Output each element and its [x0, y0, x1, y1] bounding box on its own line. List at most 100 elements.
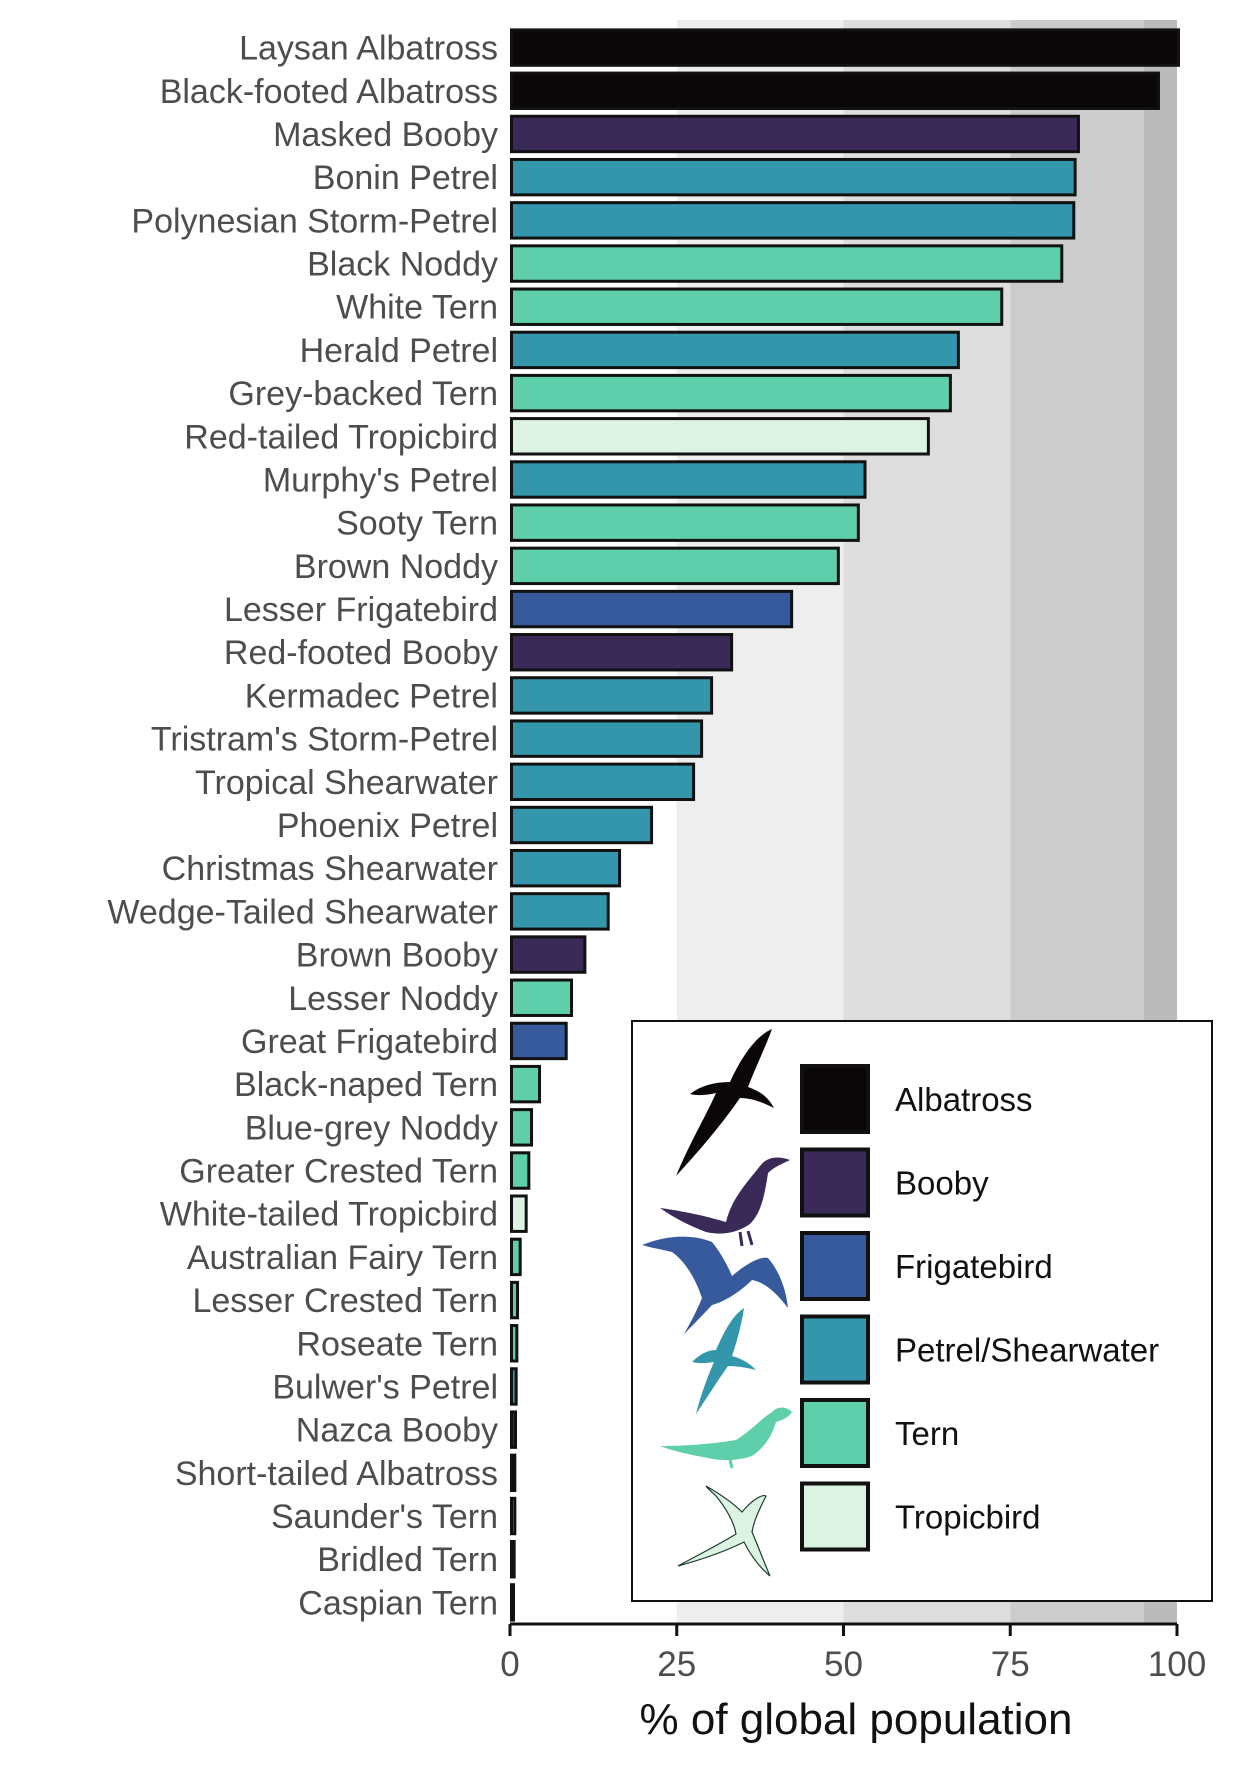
bar [510, 1280, 520, 1320]
bar [510, 503, 860, 542]
bar [510, 719, 704, 758]
bar [510, 201, 1076, 240]
x-axis-title: % of global population [640, 1695, 1073, 1744]
bar [510, 676, 714, 715]
bar [510, 460, 867, 499]
category-label: Bonin Petrel [313, 159, 498, 197]
x-tick-label: 100 [1148, 1645, 1206, 1684]
category-label: Sooty Tern [336, 505, 498, 543]
bar [510, 157, 1077, 197]
bar [510, 287, 1004, 326]
category-label: Nazca Booby [296, 1412, 498, 1450]
legend-swatch [800, 1314, 870, 1385]
category-label: Red-tailed Tropicbird [184, 418, 498, 456]
category-label: Blue-grey Noddy [245, 1109, 498, 1147]
category-label: Black-footed Albatross [160, 73, 498, 111]
bar [510, 114, 1080, 154]
bar [510, 373, 952, 413]
bar [510, 1021, 568, 1061]
legend-swatch [800, 1231, 870, 1301]
category-label: Murphy's Petrel [263, 461, 498, 499]
bar [510, 1237, 522, 1277]
bar [510, 848, 622, 888]
category-label: Black Noddy [307, 246, 498, 284]
bar [510, 1367, 518, 1406]
tropicbird-silhouette-icon [677, 1485, 771, 1577]
legend-swatch [800, 1481, 870, 1552]
x-axis: 0 25 50 75 100 [500, 1622, 1206, 1684]
legend-label: Booby [895, 1165, 989, 1202]
category-label: Tropical Shearwater [195, 764, 498, 802]
x-tick-label: 0 [500, 1645, 519, 1684]
legend-swatch [800, 1147, 870, 1218]
category-label: Christmas Shearwater [162, 850, 498, 888]
category-label: Brown Noddy [294, 548, 498, 586]
category-label: Herald Petrel [300, 332, 498, 370]
bar [510, 935, 587, 974]
bar [510, 1064, 542, 1104]
bar [510, 633, 734, 672]
petrel-silhouette-icon [692, 1308, 756, 1414]
category-label: Black-naped Tern [234, 1066, 498, 1104]
booby-silhouette-icon [660, 1157, 790, 1247]
bar [510, 1194, 528, 1233]
bar [510, 978, 574, 1017]
bar [510, 1453, 517, 1493]
category-label: Lesser Crested Tern [192, 1282, 498, 1320]
legend-label: Tern [895, 1415, 959, 1452]
bar [510, 546, 840, 586]
frigatebird-silhouette-icon [642, 1236, 788, 1334]
category-label: Bridled Tern [317, 1541, 498, 1579]
bar [510, 244, 1064, 283]
bar [510, 28, 1180, 67]
bars-group [510, 28, 1180, 1622]
x-tick-label: 50 [824, 1645, 863, 1684]
category-label: Grey-backed Tern [228, 375, 498, 413]
x-tick-label: 75 [991, 1645, 1030, 1684]
legend-label: Frigatebird [895, 1248, 1053, 1285]
x-tick-label: 25 [657, 1645, 696, 1684]
bar [510, 330, 960, 370]
category-label: Great Frigatebird [241, 1023, 498, 1061]
category-label: White Tern [336, 289, 498, 327]
category-label: Phoenix Petrel [277, 807, 498, 845]
category-label: Greater Crested Tern [179, 1153, 498, 1191]
bar [510, 1324, 519, 1363]
category-label: Caspian Tern [298, 1584, 498, 1622]
legend-label: Petrel/Shearwater [895, 1332, 1159, 1369]
legend-swatch [800, 1398, 870, 1468]
category-label: White-tailed Tropicbird [160, 1196, 498, 1234]
category-label: Tristram's Storm-Petrel [151, 721, 498, 759]
tern-silhouette-icon [660, 1407, 792, 1469]
bar [510, 892, 610, 931]
category-label: Roseate Tern [296, 1325, 498, 1363]
category-label: Laysan Albatross [239, 30, 498, 68]
category-label: Kermadec Petrel [245, 677, 498, 715]
category-label: Lesser Frigatebird [224, 591, 498, 629]
bar [510, 1410, 518, 1449]
bar [510, 1496, 517, 1536]
legend-label: Tropicbird [895, 1499, 1041, 1536]
category-label: Lesser Noddy [288, 980, 498, 1018]
category-label: Masked Booby [273, 116, 498, 154]
category-label: Bulwer's Petrel [272, 1368, 498, 1406]
albatross-silhouette-icon [676, 1029, 774, 1176]
bar [510, 805, 654, 845]
category-label: Short-tailed Albatross [175, 1455, 498, 1493]
bar [510, 1583, 516, 1622]
bar [510, 71, 1160, 110]
bar [510, 417, 930, 456]
category-labels: Laysan Albatross Black-footed Albatross Ma… [107, 30, 498, 1623]
bar [510, 1108, 534, 1147]
category-label: Australian Fairy Tern [187, 1239, 498, 1277]
legend: Albatross Booby Frigatebird Petrel/Shearwat… [631, 1020, 1213, 1602]
legend-swatch [800, 1064, 870, 1134]
category-label: Red-footed Booby [224, 634, 498, 672]
category-label: Polynesian Storm-Petrel [131, 202, 498, 240]
legend-label: Albatross [895, 1081, 1033, 1118]
category-label: Saunder's Tern [271, 1498, 498, 1536]
bar [510, 762, 696, 802]
bar [510, 1540, 516, 1579]
bar [510, 1151, 531, 1190]
